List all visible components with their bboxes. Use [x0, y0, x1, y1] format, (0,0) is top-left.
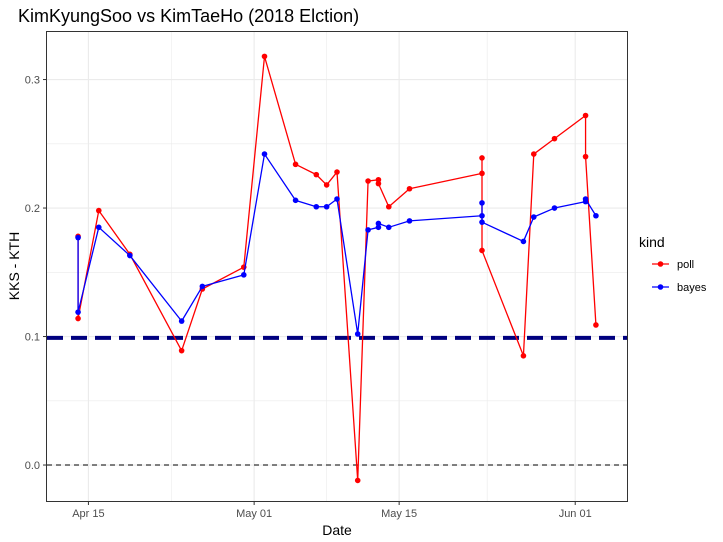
- data-point-poll: [530, 151, 537, 157]
- data-point-poll: [334, 169, 340, 175]
- data-point-bayes: [199, 283, 206, 290]
- data-point-bayes: [385, 224, 392, 231]
- x-tick-label: May 15: [381, 508, 417, 520]
- data-point-poll: [292, 161, 299, 168]
- data-point-poll: [479, 155, 485, 161]
- data-point-bayes: [375, 224, 382, 231]
- data-point-poll: [365, 178, 371, 184]
- legend-marker: [657, 284, 664, 290]
- data-point-bayes: [479, 219, 485, 225]
- legend-item-poll: poll: [652, 259, 694, 271]
- grid: [47, 32, 627, 501]
- data-point-poll: [385, 203, 392, 210]
- y-axis-title: KKS - KTH: [6, 232, 22, 300]
- data-point-bayes: [365, 227, 371, 233]
- data-point-poll: [261, 53, 268, 60]
- legend-label: bayes: [677, 282, 707, 294]
- data-point-bayes: [178, 318, 185, 324]
- y-tick-label: 0.3: [25, 75, 40, 87]
- series-bayes: [75, 151, 599, 337]
- data-point-poll: [323, 182, 330, 188]
- data-point-poll: [520, 353, 527, 359]
- data-point-poll: [582, 112, 589, 119]
- data-point-bayes: [323, 203, 330, 210]
- data-point-bayes: [313, 203, 320, 210]
- x-tick-label: Jun 01: [559, 508, 592, 520]
- data-point-bayes: [551, 205, 558, 211]
- data-point-bayes: [375, 220, 382, 227]
- chart-title: KimKyungSoo vs KimTaeHo (2018 Elction): [18, 6, 359, 26]
- data-point-bayes: [240, 272, 247, 278]
- data-point-bayes: [261, 151, 268, 157]
- data-point-poll: [313, 171, 320, 178]
- data-point-bayes: [292, 197, 299, 204]
- plot-panel: [46, 31, 628, 502]
- data-point-poll: [375, 180, 382, 187]
- data-point-bayes: [95, 224, 102, 231]
- y-axis: 0.0 0.1 0.2 0.3: [25, 75, 47, 472]
- data-point-bayes: [593, 212, 599, 219]
- data-point-bayes: [406, 218, 413, 224]
- data-point-bayes: [520, 238, 527, 245]
- y-tick-label: 0.1: [25, 332, 40, 344]
- data-point-bayes: [530, 214, 537, 220]
- legend-label: poll: [677, 259, 694, 271]
- series-layer: [75, 53, 599, 484]
- data-point-bayes: [479, 200, 485, 206]
- data-point-poll: [354, 477, 361, 484]
- legend-title: kind: [639, 234, 665, 250]
- data-point-bayes: [582, 196, 589, 202]
- x-axis-title: Date: [322, 522, 352, 538]
- data-point-poll: [406, 185, 413, 192]
- data-point-bayes: [334, 196, 340, 202]
- x-tick-label: May 01: [236, 508, 272, 520]
- data-point-poll: [479, 170, 485, 177]
- x-axis: Apr 15 May 01 May 15 Jun 01: [72, 501, 592, 520]
- reference-lines: [47, 335, 627, 466]
- data-point-poll: [75, 315, 81, 322]
- data-point-poll: [95, 207, 102, 214]
- data-point-poll: [479, 247, 485, 254]
- y-tick-label: 0.2: [25, 203, 40, 215]
- legend: kind poll bayes: [639, 234, 707, 294]
- y-tick-label: 0.0: [25, 460, 40, 472]
- data-point-bayes: [354, 331, 361, 337]
- legend-marker: [657, 261, 664, 267]
- data-point-bayes: [127, 252, 133, 259]
- x-tick-label: Apr 15: [72, 508, 104, 520]
- data-point-poll: [375, 176, 382, 183]
- legend-item-bayes: bayes: [652, 282, 707, 294]
- data-point-bayes: [479, 212, 485, 219]
- data-point-poll: [582, 153, 589, 160]
- data-point-bayes: [75, 309, 81, 315]
- data-point-poll: [551, 135, 558, 142]
- data-point-bayes: [75, 234, 81, 241]
- data-point-poll: [178, 347, 185, 354]
- data-point-poll: [593, 322, 599, 328]
